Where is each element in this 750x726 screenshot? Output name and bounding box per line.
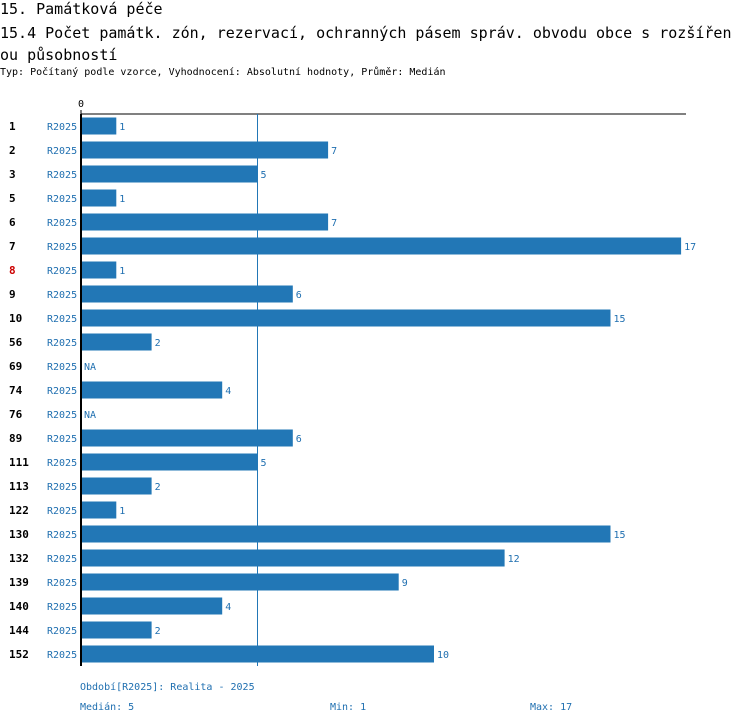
data-label: 10 (437, 650, 449, 661)
median-stat: Medián: 5 (80, 702, 135, 713)
data-label: NA (84, 362, 96, 373)
category-label: 152 (9, 648, 29, 661)
bar (81, 261, 117, 279)
data-label: 9 (402, 578, 408, 589)
bar (81, 501, 117, 519)
category-label: 89 (9, 432, 22, 445)
category-label: 56 (9, 336, 23, 349)
bar (81, 285, 293, 303)
bar (81, 165, 258, 183)
series-label: R2025 (47, 146, 77, 157)
series-label: R2025 (47, 506, 77, 517)
chart-meta: Typ: Počítaný podle vzorce, Vyhodnocení:… (0, 67, 446, 78)
data-label: 1 (119, 266, 125, 277)
category-label: 9 (9, 288, 16, 301)
chart-subtitle: 15.4 Počet památk. zón, rezervací, ochra… (0, 24, 732, 64)
series-label: R2025 (47, 626, 77, 637)
category-label: 1 (9, 120, 16, 133)
data-label: 15 (614, 314, 626, 325)
series-label: R2025 (47, 602, 77, 613)
series-label: R2025 (47, 170, 77, 181)
series-label: R2025 (47, 266, 77, 277)
bar (81, 189, 117, 207)
data-label: 2 (155, 482, 161, 493)
series-label: R2025 (47, 482, 77, 493)
data-label: 2 (155, 338, 161, 349)
bar (81, 213, 329, 231)
category-label: 139 (9, 576, 29, 589)
data-label: 7 (331, 146, 337, 157)
bar (81, 237, 682, 255)
series-label: R2025 (47, 650, 77, 661)
bar (81, 597, 223, 615)
category-label: 69 (9, 360, 22, 373)
series-label: R2025 (47, 362, 77, 373)
data-label: 6 (296, 434, 302, 445)
category-label: 130 (9, 528, 29, 541)
category-label: 74 (9, 384, 23, 397)
max-stat: Max: 17 (530, 702, 573, 713)
bar (81, 309, 611, 327)
series-label: R2025 (47, 530, 77, 541)
category-label: 10 (9, 312, 22, 325)
data-label: 5 (261, 458, 267, 469)
series-label: R2025 (47, 314, 77, 325)
data-label: NA (84, 410, 96, 421)
data-label: 1 (119, 122, 125, 133)
period-legend: Období[R2025]: Realita - 2025 (80, 682, 255, 693)
category-label: 122 (9, 504, 29, 517)
category-label: 113 (9, 480, 29, 493)
data-label: 1 (119, 506, 125, 517)
series-label: R2025 (47, 122, 77, 133)
data-label: 5 (261, 170, 267, 181)
category-label: 3 (9, 168, 16, 181)
category-label: 111 (9, 456, 29, 469)
bar (81, 525, 611, 543)
series-label: R2025 (47, 218, 77, 229)
series-label: R2025 (47, 338, 77, 349)
bar (81, 117, 117, 135)
data-label: 2 (155, 626, 161, 637)
category-label: 144 (9, 624, 29, 637)
category-label: 140 (9, 600, 29, 613)
series-label: R2025 (47, 242, 77, 253)
series-label: R2025 (47, 410, 77, 421)
bar (81, 141, 329, 159)
data-label: 1 (119, 194, 125, 205)
bar (81, 645, 434, 663)
min-stat: Min: 1 (330, 702, 367, 713)
data-label: 12 (508, 554, 520, 565)
category-label: 5 (9, 192, 16, 205)
category-label: 76 (9, 408, 23, 421)
category-label: 7 (9, 240, 16, 253)
category-label: 2 (9, 144, 16, 157)
series-label: R2025 (47, 434, 77, 445)
series-label: R2025 (47, 194, 77, 205)
series-label: R2025 (47, 554, 77, 565)
data-label: 4 (225, 386, 231, 397)
bar (81, 549, 505, 567)
bar (81, 381, 223, 399)
bar (81, 477, 152, 495)
series-label: R2025 (47, 578, 77, 589)
category-label: 8 (9, 264, 16, 277)
bar (81, 333, 152, 351)
data-label: 7 (331, 218, 337, 229)
series-label: R2025 (47, 386, 77, 397)
data-label: 15 (614, 530, 626, 541)
category-label: 132 (9, 552, 29, 565)
bar (81, 453, 258, 471)
bar (81, 429, 293, 447)
data-label: 6 (296, 290, 302, 301)
series-label: R2025 (47, 458, 77, 469)
x-axis-tick-label: 0 (78, 99, 84, 110)
category-label: 6 (9, 216, 16, 229)
data-label: 17 (684, 242, 696, 253)
bar (81, 621, 152, 639)
page-title: 15. Památková péče (0, 0, 163, 18)
data-label: 4 (225, 602, 231, 613)
series-label: R2025 (47, 290, 77, 301)
bar (81, 573, 399, 591)
